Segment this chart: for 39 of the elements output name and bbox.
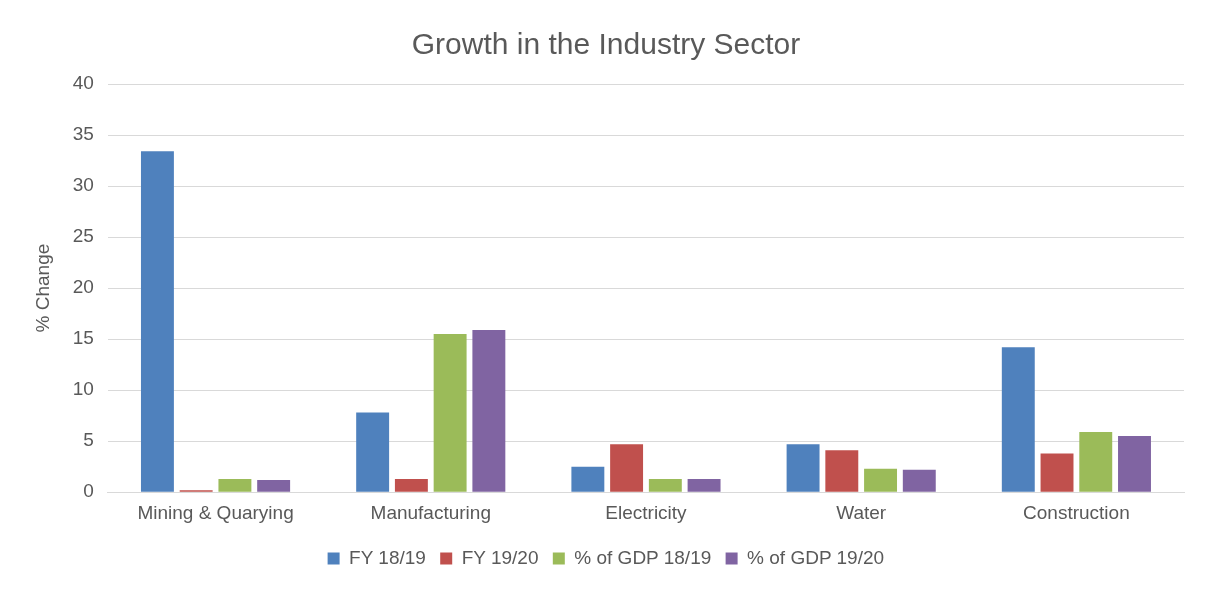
legend-label: FY 19/20 — [461, 546, 539, 568]
y-tick-label: 10 — [72, 378, 94, 400]
bar — [257, 479, 291, 492]
y-tick-label: 30 — [72, 174, 94, 196]
bar — [140, 151, 174, 492]
bar — [902, 469, 936, 492]
bar — [394, 478, 428, 492]
bar — [218, 478, 252, 492]
legend-label: % of GDP 19/20 — [747, 546, 885, 568]
bar — [1079, 431, 1113, 492]
bar — [1040, 453, 1074, 492]
y-tick-label: 20 — [72, 276, 94, 298]
bar — [433, 334, 467, 492]
legend-label: FY 18/19 — [349, 546, 426, 568]
legend-label: % of GDP 18/19 — [574, 546, 712, 568]
bar — [1001, 347, 1035, 492]
bar — [825, 450, 859, 492]
bar — [571, 466, 605, 492]
bar — [648, 478, 682, 492]
bar — [356, 412, 390, 492]
y-tick-label: 25 — [72, 225, 94, 247]
x-tick-label: Water — [836, 501, 887, 523]
bar — [864, 468, 898, 492]
bar — [687, 478, 721, 492]
x-tick-label: Construction — [1023, 501, 1130, 523]
bar — [610, 444, 644, 492]
x-tick-label: Electricity — [605, 501, 688, 523]
y-tick-label: 15 — [72, 327, 94, 349]
x-tick-label: Mining & Quarying — [137, 501, 294, 523]
y-axis-title: % Change — [31, 243, 53, 333]
y-tick-label: 0 — [83, 480, 94, 502]
y-tick-label: 40 — [72, 72, 94, 94]
bar — [472, 329, 506, 492]
bar — [1118, 436, 1151, 492]
x-tick-label: Manufacturing — [370, 501, 491, 523]
chart-title: Growth in the Industry Sector — [411, 27, 801, 61]
y-tick-label: 5 — [83, 429, 94, 451]
bar — [786, 444, 820, 492]
y-tick-label: 35 — [72, 123, 94, 145]
